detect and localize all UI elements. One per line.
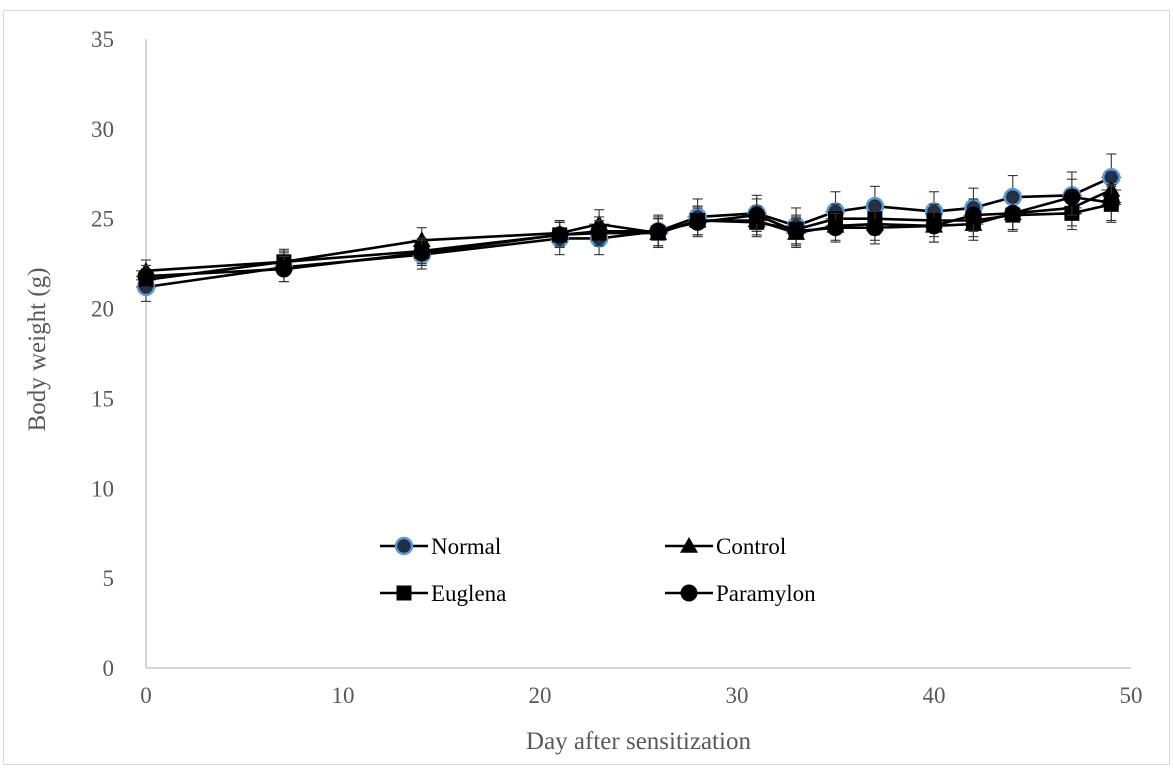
data-point: [551, 226, 569, 244]
legend-item-control: Control: [665, 534, 786, 559]
data-point: [1102, 194, 1120, 212]
legend-label: Paramylon: [716, 581, 816, 606]
data-point: [787, 222, 805, 240]
data-point: [590, 222, 608, 240]
x-tick-label: 10: [332, 683, 355, 708]
y-tick-label: 35: [91, 27, 114, 52]
data-point: [925, 217, 943, 235]
legend-label: Normal: [431, 534, 501, 559]
x-tick-label: 20: [529, 683, 552, 708]
y-tick-label: 0: [103, 656, 115, 681]
data-point: [275, 260, 293, 278]
axes: [145, 39, 1131, 669]
legend-marker: [396, 585, 412, 601]
legend-item-normal: Normal: [380, 534, 501, 559]
data-point: [964, 206, 982, 224]
data-point: [649, 222, 667, 240]
y-axis-title: Body weight (g): [24, 268, 51, 432]
y-tick-label: 5: [103, 566, 115, 591]
data-point: [1063, 188, 1081, 206]
data-point: [137, 267, 155, 285]
legend-marker: [680, 584, 698, 602]
data-point: [866, 219, 884, 237]
data-point: [413, 244, 431, 262]
legend-item-euglena: Euglena: [380, 581, 506, 606]
series-line: [145, 176, 1112, 289]
data-point: [827, 219, 844, 237]
data-point: [748, 206, 766, 224]
series-group: [136, 153, 1122, 302]
y-tick-label: 25: [91, 207, 114, 232]
series-paramylon: [136, 178, 1122, 288]
x-tick-label: 30: [726, 683, 749, 708]
x-axis-title: Day after sensitization: [526, 728, 751, 755]
legend-item-paramylon: Paramylon: [665, 581, 816, 606]
y-tick-label: 30: [91, 117, 114, 142]
data-point: [689, 213, 707, 231]
x-tick-label: 40: [923, 683, 946, 708]
chart-frame: [3, 10, 1170, 765]
y-tick-label: 10: [91, 476, 114, 501]
data-point: [1004, 204, 1022, 222]
x-tick-label: 0: [140, 683, 152, 708]
tick-labels: 0 5 10 15 20 25 30 35 0 10 20 30 40 50: [91, 27, 1143, 708]
y-tick-label: 20: [91, 297, 114, 322]
legend-label: Control: [716, 534, 786, 559]
x-tick-label: 50: [1120, 683, 1143, 708]
series-line: [145, 195, 1112, 278]
legend-marker: [680, 537, 698, 553]
legend-label: Euglena: [431, 581, 506, 606]
legend: Normal Control Euglena Paramylon: [380, 534, 816, 606]
legend-marker: [394, 536, 414, 556]
y-tick-label: 15: [91, 386, 114, 411]
